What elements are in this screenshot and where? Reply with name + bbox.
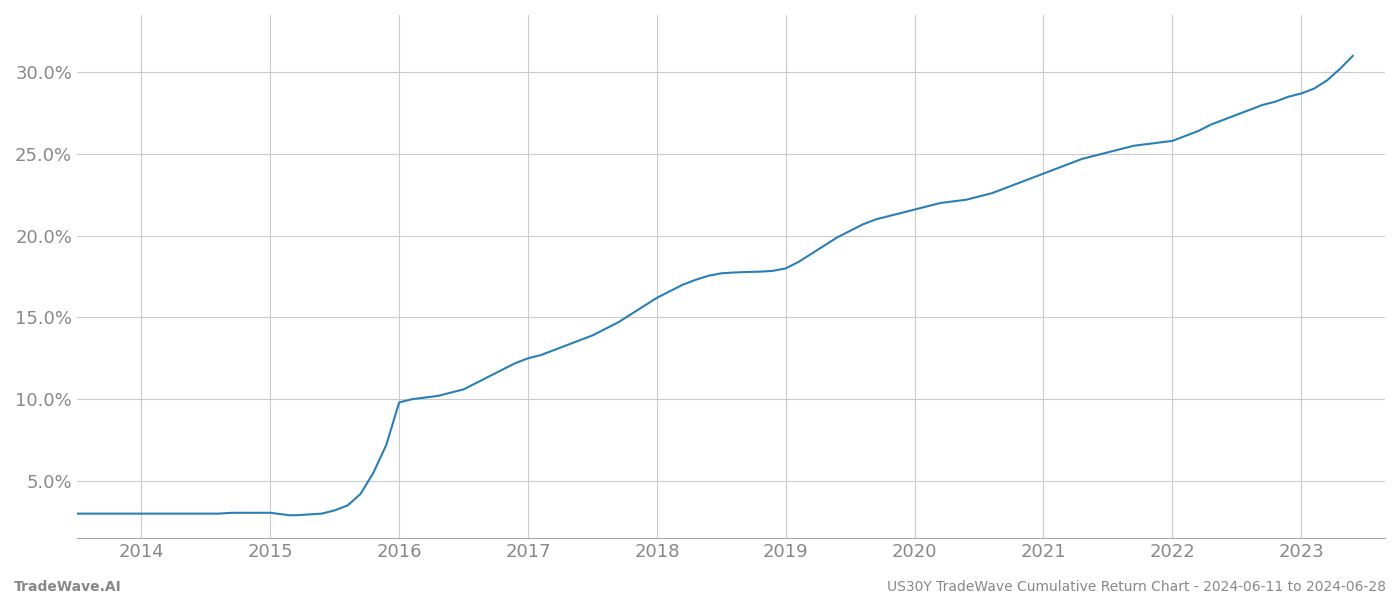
Text: TradeWave.AI: TradeWave.AI xyxy=(14,580,122,594)
Text: US30Y TradeWave Cumulative Return Chart - 2024-06-11 to 2024-06-28: US30Y TradeWave Cumulative Return Chart … xyxy=(888,580,1386,594)
